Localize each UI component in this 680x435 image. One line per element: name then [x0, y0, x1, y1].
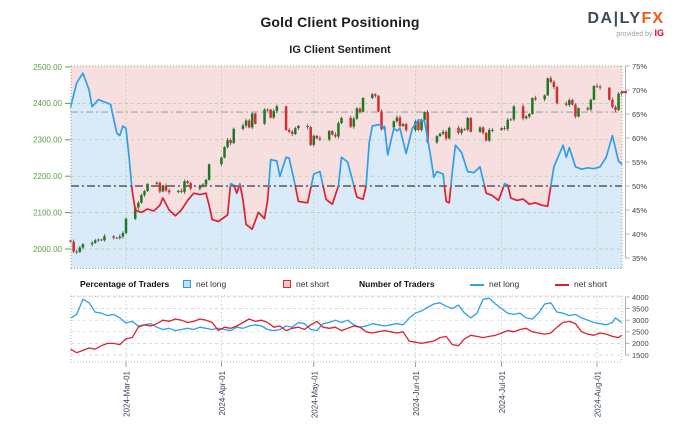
legend-net-long-count-label: net long [489, 279, 520, 289]
count-tick-label: 3500 [632, 304, 649, 313]
dailyfx-logo-text: DA|LYFX [587, 11, 664, 27]
logo-ig: IG [654, 28, 664, 38]
legend-net-long-percent-label: net long [196, 279, 227, 289]
page-title: Gold Client Positioning [260, 14, 420, 30]
percent-tick-label: 65% [632, 110, 647, 119]
logo-provided-by: provided by IG [616, 28, 664, 39]
count-tick-label: 2000 [632, 339, 649, 348]
percent-tick-label: 75% [632, 62, 647, 71]
sentiment-line-net-short [507, 185, 552, 208]
sentiment-line-net-long [450, 144, 486, 187]
sentiment-line-net-long [365, 118, 446, 187]
percent-tick-label: 60% [632, 134, 647, 143]
logo-daily: DA|LY [587, 10, 642, 27]
percent-tick-label: 70% [632, 86, 647, 95]
date-tick-label: 2024-May-01 [310, 370, 319, 418]
price-tick-label: 2500.00 [33, 63, 62, 72]
count-tick-label: 1500 [632, 351, 649, 360]
sentiment-line-net-long [310, 170, 324, 187]
count-tick-label: 3000 [632, 316, 649, 325]
sentiment-line-net-long [69, 72, 133, 187]
sentiment-line-net-short [239, 185, 270, 231]
price-tick-label: 2300.00 [33, 136, 62, 145]
sentiment-line-net-short [443, 185, 452, 204]
chart-legend: Percentage of Traders net long net short… [71, 278, 622, 292]
legend-net-short-count-label: net short [574, 279, 608, 289]
percent-tick-label: 40% [632, 230, 647, 239]
legend-net-short-percent-swatch [283, 279, 291, 288]
sentiment-line-net-short [130, 185, 232, 223]
logo-fx: FX [641, 10, 664, 27]
price-tick-label: 2100.00 [33, 208, 62, 217]
sentiment-line-net-short [353, 185, 367, 201]
legend-net-long-percent-swatch [183, 279, 191, 288]
price-tick-label: 2000.00 [33, 245, 62, 254]
sentiment-line-net-short [294, 185, 313, 204]
sentiment-line-net-short [483, 185, 505, 202]
price-tick-label: 2400.00 [33, 99, 62, 108]
legend-percentage-of-traders-label: Percentage of Traders [80, 279, 170, 289]
date-tick-label: 2024-Aug-01 [594, 370, 603, 417]
net-long-below-area [70, 73, 623, 269]
net-long-count-line [70, 297, 622, 332]
chart-subtitle: IG Client Sentiment [289, 44, 391, 56]
net-short-count-line [70, 318, 622, 354]
date-tick-label: 2024-Mar-01 [123, 370, 132, 416]
count-tick-label: 2500 [632, 328, 649, 337]
percent-tick-label: 45% [632, 206, 647, 215]
legend-net-long-count-line-swatch [470, 283, 484, 286]
sentiment-line-net-short [233, 185, 240, 195]
date-tick-label: 2024-Apr-01 [218, 370, 227, 415]
sentiment-line-net-long [337, 156, 355, 187]
dailyfx-logo: DA|LYFX provided by IG [587, 11, 664, 39]
legend-net-short-percent-label: net short [296, 279, 330, 289]
percent-tick-label: 55% [632, 158, 647, 167]
date-tick-label: 2024-Jul-01 [498, 370, 507, 413]
legend-number-of-traders-label: Number of Traders [359, 279, 435, 289]
count-tick-label: 4000 [632, 293, 649, 302]
date-tick-label: 2024-Jun-01 [412, 370, 421, 415]
price-tick-label: 2200.00 [33, 172, 62, 181]
legend-net-short-count-line-swatch [555, 283, 569, 286]
sentiment-line-net-long [549, 134, 623, 187]
sentiment-line-net-short [322, 185, 340, 206]
sentiment-line-net-long [267, 156, 297, 187]
percent-tick-label: 50% [632, 182, 647, 191]
percent-tick-label: 35% [632, 254, 647, 263]
